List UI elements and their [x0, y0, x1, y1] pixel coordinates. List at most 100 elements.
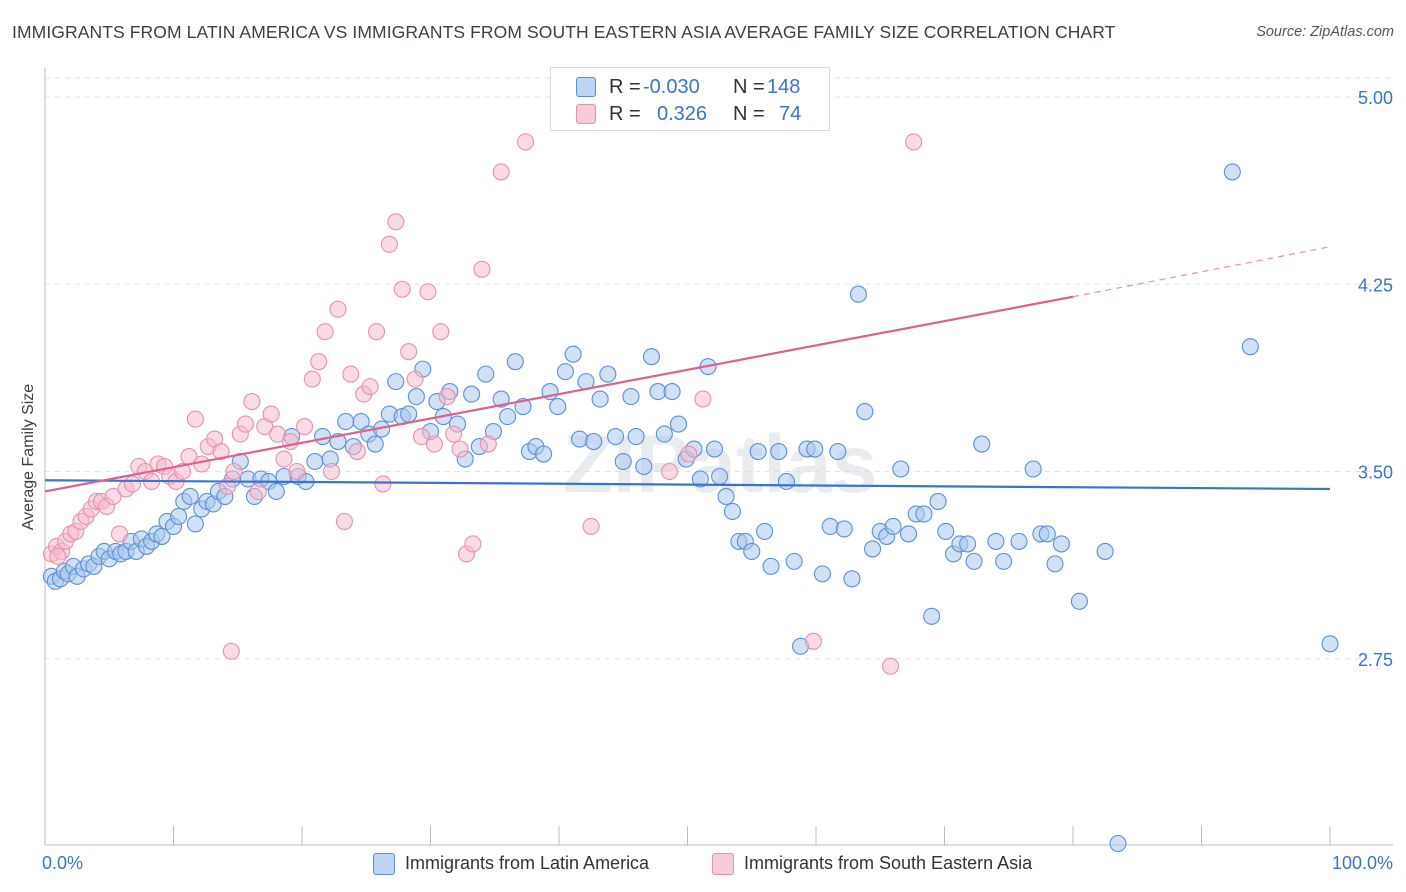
data-point-latin-america: [995, 552, 1013, 570]
data-point-latin-america: [366, 435, 384, 453]
data-point-latin-america: [400, 405, 418, 423]
data-point-south-eastern-asia: [419, 283, 437, 301]
data-point-south-eastern-asia: [804, 632, 822, 650]
y-tick-label: 3.50: [1358, 463, 1393, 483]
data-point-south-eastern-asia: [464, 535, 482, 553]
data-point-south-eastern-asia: [186, 410, 204, 428]
data-point-south-eastern-asia: [361, 378, 379, 396]
chart-title: IMMIGRANTS FROM LATIN AMERICA VS IMMIGRA…: [12, 22, 1116, 42]
data-point-latin-america: [1321, 635, 1339, 653]
data-point-latin-america: [571, 430, 589, 448]
data-point-latin-america: [1241, 338, 1259, 356]
data-point-south-eastern-asia: [438, 388, 456, 406]
data-point-latin-america: [770, 442, 788, 461]
data-point-south-eastern-asia: [432, 323, 450, 341]
data-point-latin-america: [884, 517, 902, 535]
data-point-latin-america: [463, 385, 481, 403]
data-point-latin-america: [1024, 460, 1042, 478]
data-point-latin-america: [1223, 163, 1241, 181]
stats-row-south-eastern-asia: R = 0.326 N = 74: [551, 100, 829, 128]
data-point-latin-america: [1046, 555, 1064, 573]
data-point-latin-america: [622, 388, 640, 406]
data-point-south-eastern-asia: [193, 455, 211, 473]
data-point-latin-america: [711, 467, 729, 486]
trend-extension-south-eastern-asia: [1072, 246, 1331, 298]
data-point-south-eastern-asia: [225, 462, 243, 481]
legend-label: Immigrants from South Eastern Asia: [744, 853, 1033, 873]
data-point-latin-america: [892, 460, 910, 478]
data-point-latin-america: [506, 353, 524, 371]
data-point-south-eastern-asia: [249, 482, 267, 501]
data-point-south-eastern-asia: [316, 323, 334, 341]
data-point-latin-america: [762, 557, 780, 575]
data-point-south-eastern-asia: [387, 213, 405, 231]
data-point-latin-america: [965, 552, 983, 570]
n-value: 74: [779, 103, 802, 125]
data-point-latin-america: [1070, 592, 1088, 610]
data-point-latin-america: [915, 505, 933, 523]
data-point-latin-america: [899, 525, 918, 543]
data-point-latin-america: [777, 472, 795, 491]
data-point-south-eastern-asia: [445, 425, 463, 443]
data-point-latin-america: [863, 540, 882, 558]
data-point-latin-america: [973, 435, 991, 453]
data-point-latin-america: [923, 607, 941, 625]
data-point-latin-america: [591, 390, 609, 408]
y-axis-title: Average Family Size: [20, 383, 37, 531]
r-label: R =: [609, 103, 641, 125]
data-point-latin-america: [785, 552, 803, 570]
data-point-latin-america: [756, 522, 774, 540]
data-point-south-eastern-asia: [582, 517, 600, 535]
y-tick-label: 2.75: [1358, 650, 1393, 670]
data-point-south-eastern-asia: [425, 435, 443, 453]
n-label: N =: [733, 76, 765, 98]
data-point-south-eastern-asia: [492, 163, 510, 181]
data-point-latin-america: [535, 445, 553, 463]
data-point-south-eastern-asia: [881, 657, 900, 675]
stats-swatch-blue: [576, 77, 596, 97]
data-point-latin-america: [642, 348, 661, 366]
data-point-south-eastern-asia: [288, 462, 306, 481]
y-tick-label: 4.25: [1358, 275, 1393, 295]
data-point-south-eastern-asia: [680, 445, 698, 463]
data-point-latin-america: [599, 365, 617, 383]
x-tick-label-max: 100.0%: [1332, 853, 1393, 873]
data-point-latin-america: [829, 442, 847, 461]
data-point-south-eastern-asia: [660, 462, 679, 481]
data-point-latin-america: [1010, 532, 1028, 550]
data-point-latin-america: [849, 285, 867, 303]
data-point-south-eastern-asia: [329, 300, 347, 318]
data-point-south-eastern-asia: [473, 260, 491, 278]
data-point-latin-america: [407, 388, 425, 406]
data-point-latin-america: [1052, 535, 1070, 553]
data-point-latin-america: [170, 507, 188, 525]
data-point-latin-america: [856, 403, 874, 421]
data-point-south-eastern-asia: [310, 353, 328, 371]
data-point-latin-america: [705, 440, 724, 458]
data-point-south-eastern-asia: [400, 343, 418, 361]
data-point-latin-america: [723, 502, 742, 520]
data-point-latin-america: [181, 487, 199, 506]
data-point-south-eastern-asia: [49, 547, 67, 565]
x-tick-label-min: 0.0%: [42, 853, 83, 873]
data-point-south-eastern-asia: [412, 427, 431, 446]
n-value: 148: [767, 76, 801, 98]
data-point-south-eastern-asia: [243, 393, 261, 411]
data-point-latin-america: [306, 452, 324, 471]
grid-lines: [45, 77, 1393, 660]
legend-label: Immigrants from Latin America: [405, 853, 650, 873]
trend-line-south-eastern-asia: [44, 295, 1074, 493]
r-label: R =: [609, 76, 641, 98]
data-point-latin-america: [477, 365, 495, 383]
r-value: 0.326: [657, 103, 708, 125]
data-point-south-eastern-asia: [104, 487, 122, 506]
data-point-latin-america: [806, 440, 824, 458]
data-point-latin-america: [835, 520, 853, 538]
source-label: Source: ZipAtlas.com: [1256, 24, 1394, 40]
data-point-latin-america: [843, 570, 861, 588]
data-point-latin-america: [186, 515, 204, 533]
data-point-south-eastern-asia: [303, 370, 321, 388]
data-point-south-eastern-asia: [123, 475, 141, 493]
data-point-south-eastern-asia: [236, 415, 255, 433]
data-point-latin-america: [691, 470, 709, 488]
